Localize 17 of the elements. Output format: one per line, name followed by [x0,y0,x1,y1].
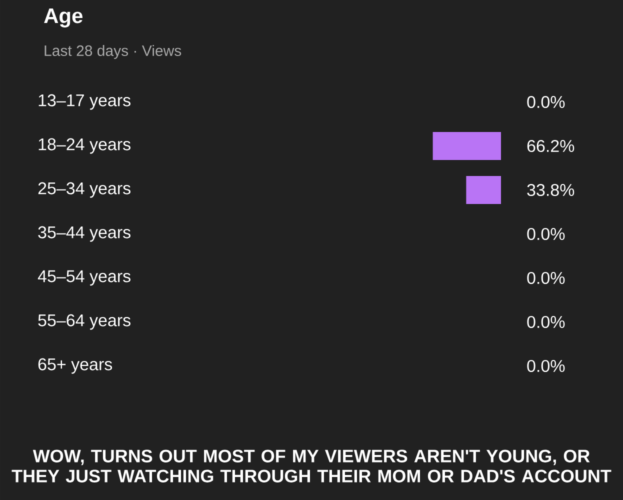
data-label: 0.0% [527,228,565,240]
y-tick-label: 55–64 years [38,314,130,330]
text: WOW, TURNS OUT MOST OF MY VIEWERS AREN'T YOUNG, OR THEY JUST WATCHING THROUGH THEIR MOM OR DAD'S ACCOUNT [12,450,612,482]
text: Last 28 days · Views [44,45,182,59]
y-tick-label: 35–44 years [38,226,130,242]
y-tick-label: 45–54 years [38,270,130,286]
y-tick-label: 65+ years [38,358,112,374]
y-tick-label: 13–17 years [38,94,130,110]
text: Age [44,8,82,28]
data-label: 33.8% [527,184,574,196]
data-label: 66.2% [527,140,574,152]
data-label: 0.0% [527,360,565,372]
y-tick-label: 25–34 years [38,182,130,198]
data-label: 0.0% [527,272,565,284]
data-label: 0.0% [527,316,565,328]
y-tick-label: 18–24 years [38,138,130,154]
data-label: 0.0% [527,96,565,108]
